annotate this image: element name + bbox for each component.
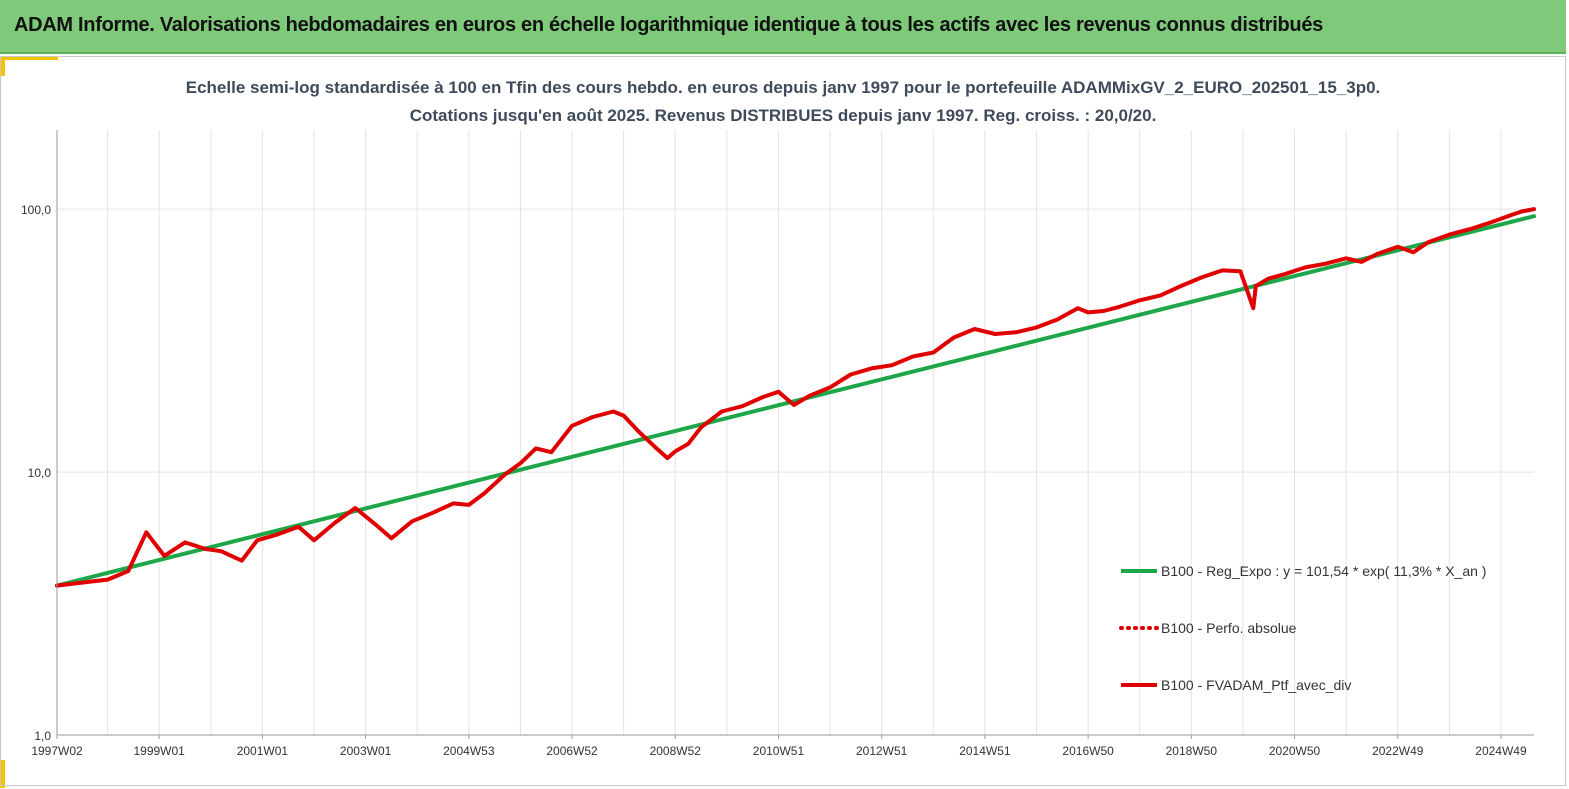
legend-entry-0: B100 - Reg_Expo : y = 101,54 * exp( 11,3… [1161, 563, 1486, 579]
x-tick-label: 2010W51 [753, 744, 805, 758]
series-layer [55, 207, 1536, 588]
x-tick-label: 2024W49 [1475, 744, 1527, 758]
x-tick-label: 2020W50 [1269, 744, 1321, 758]
x-tick-label: 2012W51 [856, 744, 908, 758]
x-tick-label: 1999W01 [133, 744, 185, 758]
series-line-0 [55, 214, 1536, 588]
x-tick-label: 1997W02 [31, 744, 83, 758]
grid [57, 130, 1534, 736]
chart-frame [0, 56, 1566, 786]
x-tick-label: 2003W01 [340, 744, 392, 758]
x-tick-label: 2001W01 [237, 744, 289, 758]
accent-bar-top [0, 56, 58, 60]
x-tick-label: 2018W50 [1166, 744, 1218, 758]
x-tick-label: 2016W50 [1062, 744, 1114, 758]
legend-entry-1: B100 - Perfo. absolue [1161, 620, 1297, 636]
accent-bar-left-bottom [0, 760, 5, 788]
legend-entry-2: B100 - FVADAM_Ptf_avec_div [1161, 677, 1351, 693]
accent-bar-left-top [0, 56, 5, 76]
x-tick-label: 2022W49 [1372, 744, 1424, 758]
x-tick-label: 2004W53 [443, 744, 495, 758]
chart-title: Echelle semi-log standardisée à 100 en T… [185, 78, 1381, 97]
chart-subtitle: Cotations jusqu'en août 2025. Revenus DI… [409, 106, 1157, 125]
x-tick-label: 2014W51 [959, 744, 1011, 758]
y-tick-label: 1,0 [34, 729, 51, 743]
y-tick-label: 10,0 [28, 466, 52, 480]
axes: 1,0 10,0 100,0 1997W02 1999W01 2001W01 2003W01… [21, 130, 1534, 758]
x-tick-label: 2008W52 [650, 744, 702, 758]
y-tick-label: 100,0 [21, 203, 51, 217]
x-tick-label: 2006W52 [546, 744, 598, 758]
page-title: ADAM Informe. Valorisations hebdomadaire… [14, 14, 1323, 36]
legend: B100 - Reg_Expo : y = 101,54 * exp( 11,3… [1119, 563, 1486, 693]
header-banner: ADAM Informe. Valorisations hebdomadaire… [0, 0, 1566, 54]
series-line-2 [55, 207, 1536, 588]
